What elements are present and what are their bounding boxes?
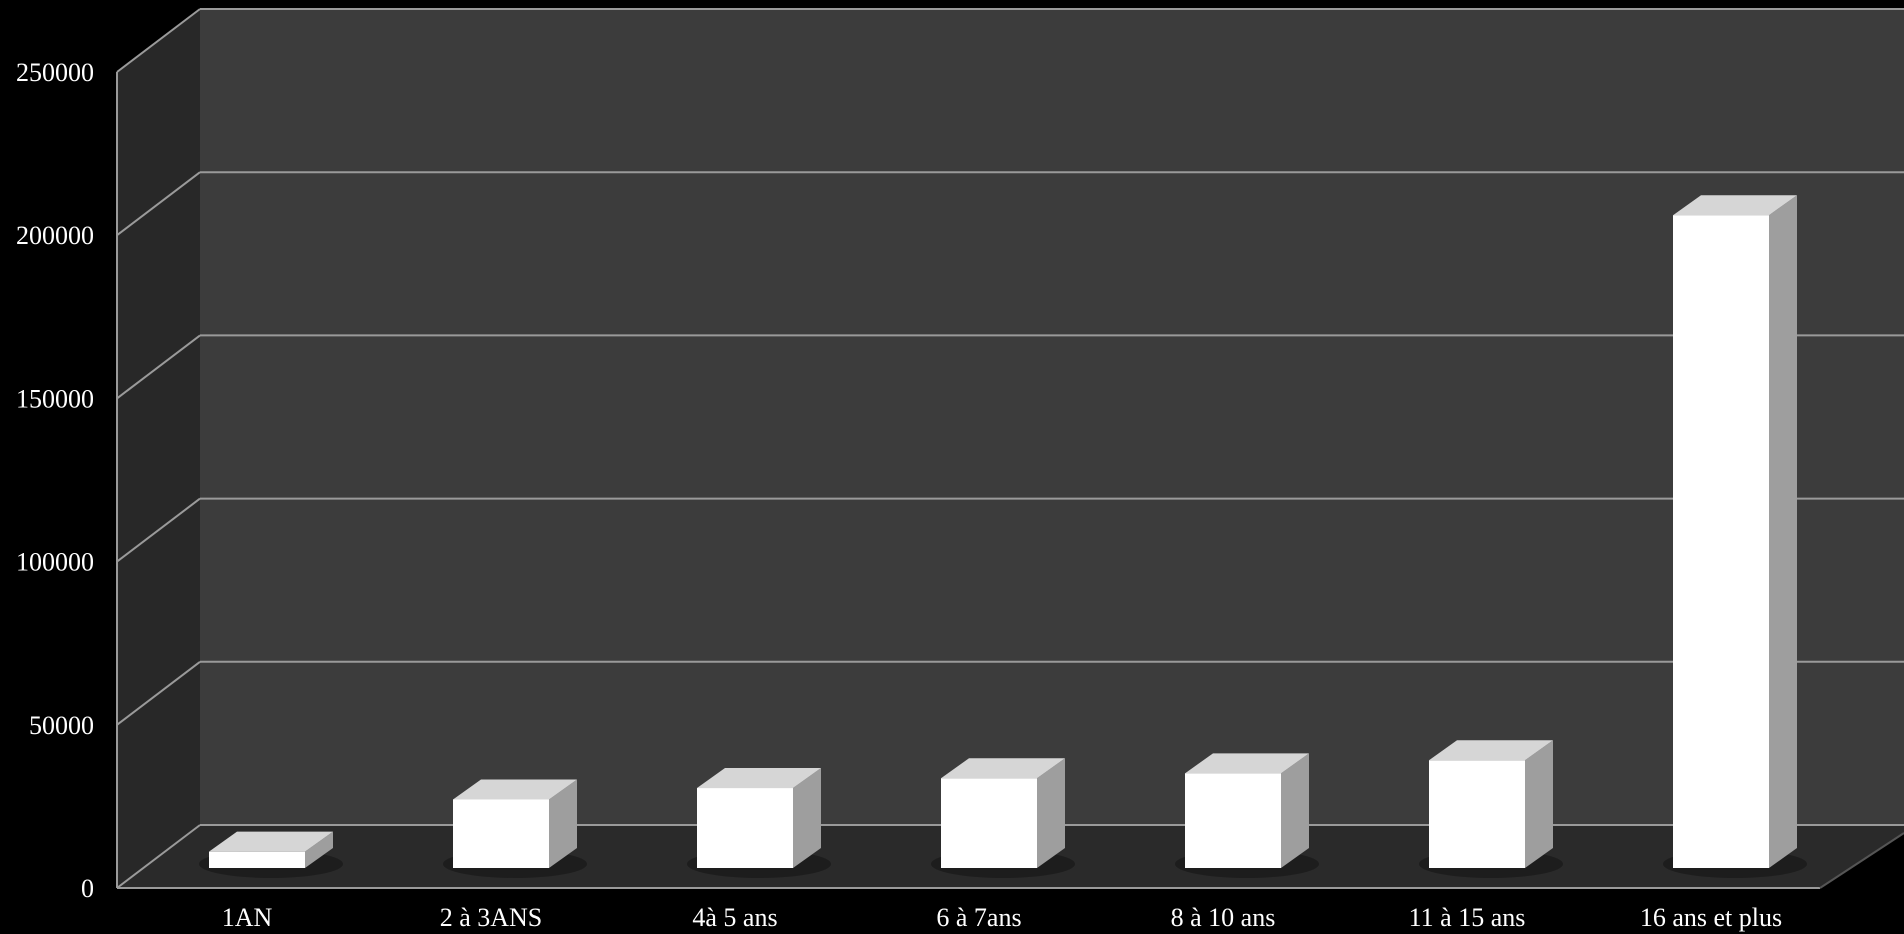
x-category-label: 6 à 7ans [936, 903, 1021, 932]
bar-side [549, 779, 577, 868]
bar-front [1429, 760, 1525, 868]
bar [443, 779, 587, 878]
bars [199, 195, 1807, 878]
bar [687, 768, 831, 878]
gridline-side [116, 661, 201, 726]
gridline-side [116, 824, 201, 889]
y-tick-label: 100000 [16, 548, 94, 577]
x-category-label: 16 ans et plus [1640, 903, 1782, 932]
chart-walls [116, 9, 1904, 889]
bar-front [1673, 215, 1769, 868]
x-category-label: 11 à 15 ans [1409, 903, 1526, 932]
bar-top [209, 831, 333, 852]
bar-side [1281, 753, 1309, 868]
bar-side [1525, 740, 1553, 868]
bar-side [305, 831, 333, 868]
y-tick-label: 150000 [16, 384, 94, 413]
x-category-label: 1AN [222, 903, 273, 932]
bar-front [941, 778, 1037, 868]
bar [1663, 195, 1807, 878]
y-tick-label: 0 [81, 874, 94, 903]
bar [1175, 753, 1319, 878]
bar-front [209, 851, 305, 868]
bar-top [1673, 195, 1797, 216]
gridline-side [116, 8, 201, 73]
floor-right-edge [1819, 832, 1904, 889]
x-category-label: 8 à 10 ans [1171, 903, 1276, 932]
x-category-label: 4à 5 ans [692, 903, 777, 932]
side-wall [117, 9, 200, 888]
gridline-side [116, 497, 201, 563]
back-wall [200, 9, 1904, 825]
bar [931, 758, 1075, 878]
bar-top [697, 768, 821, 789]
bar-top [1185, 753, 1309, 774]
bar-top [453, 779, 577, 800]
bar-front [697, 788, 793, 868]
bar-side [1769, 195, 1797, 868]
y-tick-label: 200000 [16, 221, 94, 250]
bar-top [1429, 740, 1553, 761]
bar-side [1037, 758, 1065, 868]
x-category-label: 2 à 3ANS [440, 903, 543, 932]
bar [1419, 740, 1563, 878]
gridline-side [116, 334, 201, 400]
x-axis-category-labels: 1AN 2 à 3ANS 4à 5 ans 6 à 7ans 8 à 10 ans 11 … [222, 903, 1782, 932]
y-axis-tick-labels: 0 50000 100000 150000 200000 250000 [16, 58, 94, 903]
y-tick-label: 250000 [16, 58, 94, 87]
bar-top [941, 758, 1065, 779]
bar-front [453, 799, 549, 868]
bar [199, 831, 343, 878]
y-tick-label: 50000 [29, 711, 94, 740]
gridline-side [116, 171, 201, 236]
bar-side [793, 768, 821, 868]
bar-front [1185, 773, 1281, 868]
